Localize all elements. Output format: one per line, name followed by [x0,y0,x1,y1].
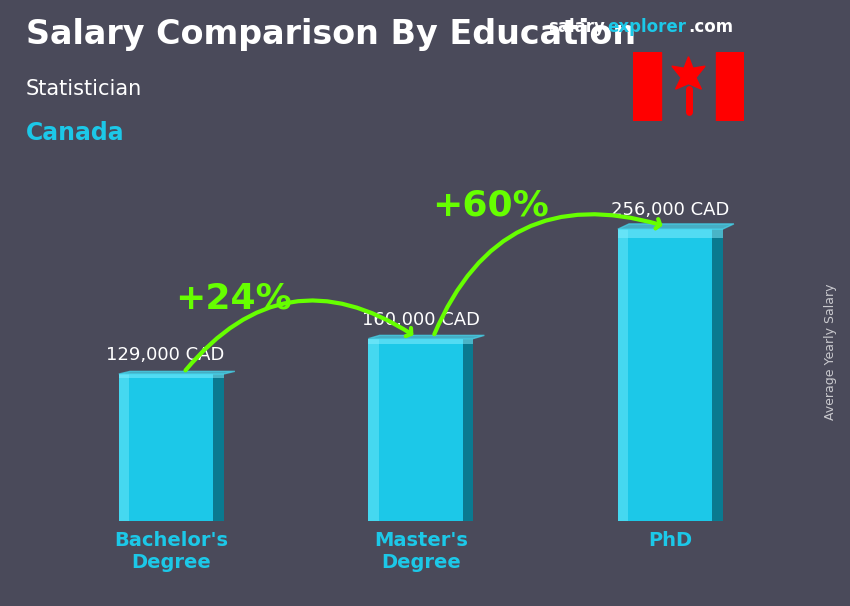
Bar [462,339,473,521]
Bar [368,339,473,344]
Polygon shape [119,371,235,374]
Text: Average Yearly Salary: Average Yearly Salary [824,283,837,420]
Bar [213,374,224,521]
Text: 129,000 CAD: 129,000 CAD [106,346,224,364]
Bar [368,339,379,521]
Bar [618,229,722,238]
FancyBboxPatch shape [368,339,473,521]
Text: Salary Comparison By Education: Salary Comparison By Education [26,18,636,51]
Text: +60%: +60% [433,189,549,223]
Text: 256,000 CAD: 256,000 CAD [611,201,729,219]
FancyBboxPatch shape [119,374,224,521]
Bar [716,52,744,121]
Text: explorer: explorer [608,18,687,36]
Bar [119,374,224,378]
Bar [712,229,722,521]
Text: +24%: +24% [175,282,292,316]
Polygon shape [618,224,734,229]
Polygon shape [672,57,705,89]
Text: .com: .com [688,18,734,36]
FancyBboxPatch shape [618,229,722,521]
Text: salary: salary [548,18,605,36]
Text: Statistician: Statistician [26,79,142,99]
Text: 160,000 CAD: 160,000 CAD [362,311,479,329]
Bar [633,52,661,121]
Bar [618,229,628,521]
Bar [119,374,129,521]
Text: Canada: Canada [26,121,124,145]
Polygon shape [368,335,484,339]
